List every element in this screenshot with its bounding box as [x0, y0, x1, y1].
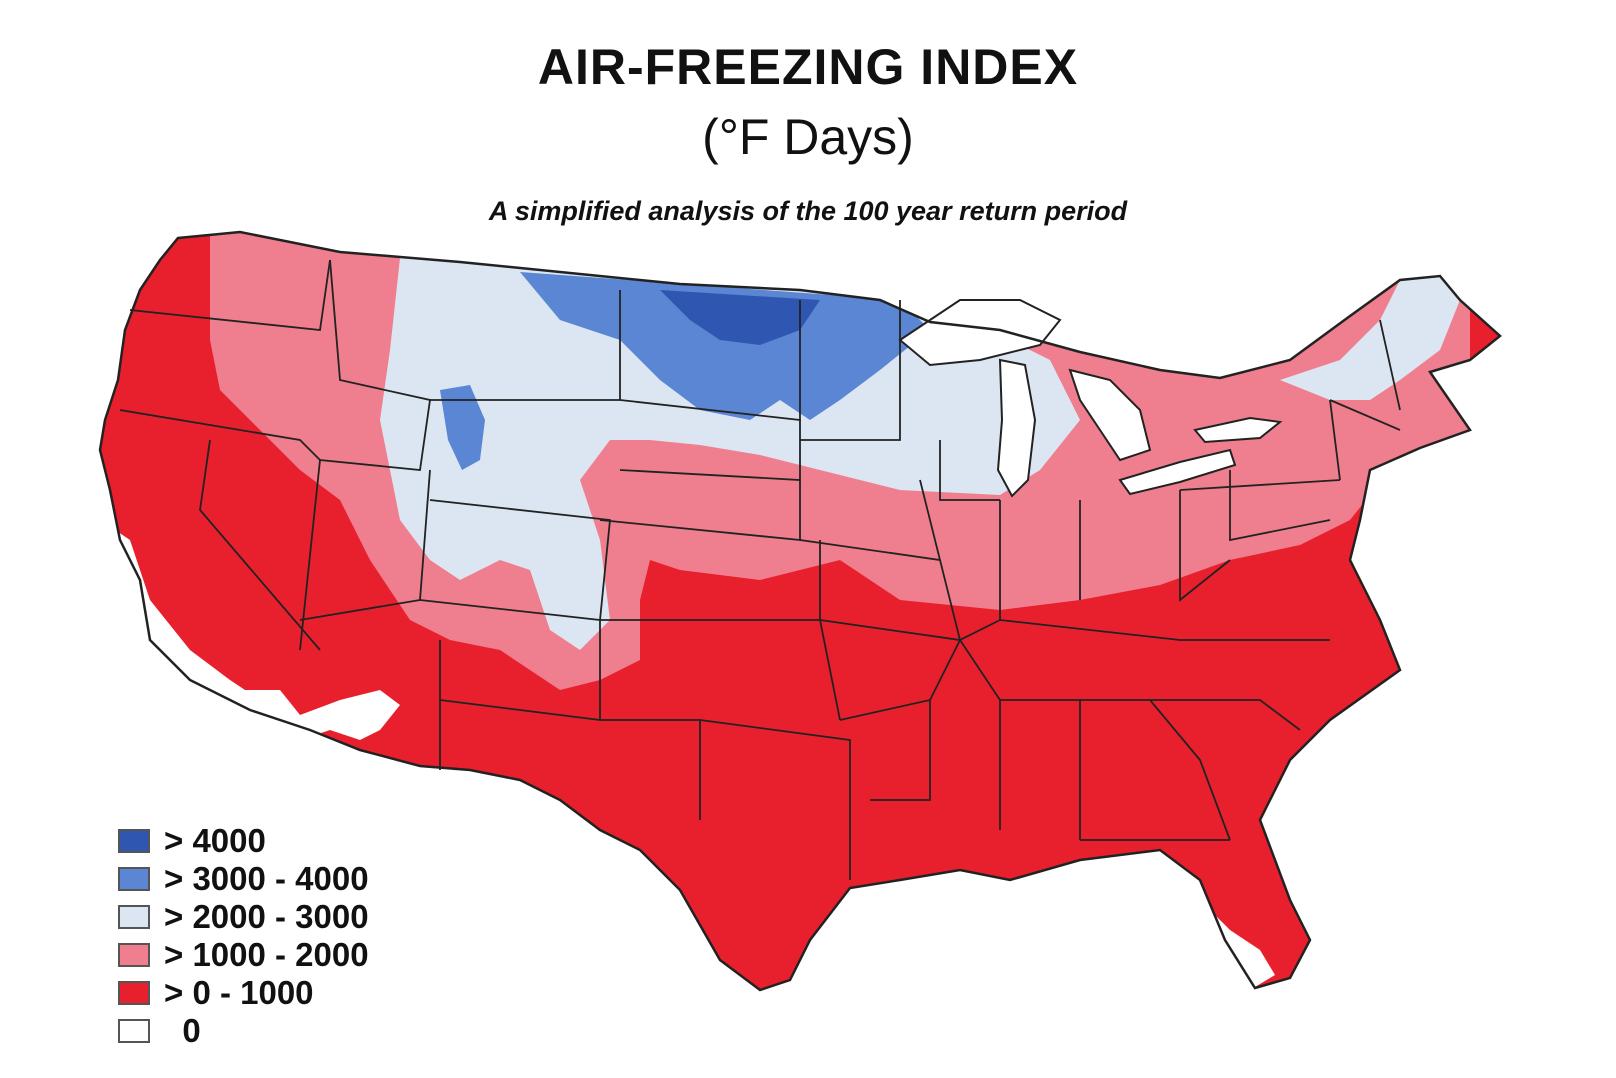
lake-huron [1068, 368, 1152, 462]
lake-michigan [996, 358, 1037, 498]
legend-label: > 2000 - 3000 [164, 898, 369, 935]
great-lakes [898, 299, 1283, 498]
legend-swatch [118, 943, 150, 967]
legend-label: > 4000 [164, 822, 266, 859]
legend-item: > 4000 [118, 822, 369, 860]
map-caption: A simplified analysis of the 100 year re… [488, 196, 1128, 226]
lake-erie [1118, 448, 1237, 496]
legend: > 4000 > 3000 - 4000 > 2000 - 3000 > 100… [118, 822, 369, 1050]
map-title: AIR-FREEZING INDEX [537, 39, 1079, 95]
legend-item: > 3000 - 4000 [118, 860, 369, 898]
legend-swatch [118, 1019, 150, 1043]
legend-swatch [118, 829, 150, 853]
legend-swatch [118, 905, 150, 929]
zone-4000-plus-area [660, 290, 820, 345]
legend-item: 0 [118, 1012, 369, 1050]
legend-label: > 1000 - 2000 [164, 936, 369, 973]
legend-label: > 3000 - 4000 [164, 860, 369, 897]
lake-ontario [1193, 416, 1283, 444]
state-borders [119, 259, 1401, 880]
lake-superior [898, 299, 1062, 367]
legend-item: > 0 - 1000 [118, 974, 369, 1012]
map-units: (°F Days) [702, 109, 914, 165]
legend-swatch [118, 867, 150, 891]
zone-2000-3000-area [380, 258, 1080, 650]
legend-item: > 1000 - 2000 [118, 936, 369, 974]
zone-3000-4000-west [440, 385, 485, 470]
legend-label: 0 [164, 1012, 201, 1049]
legend-swatch [118, 981, 150, 1005]
legend-item: > 2000 - 3000 [118, 898, 369, 936]
legend-label: > 0 - 1000 [164, 974, 314, 1011]
zone-3000-4000-area [520, 272, 930, 420]
zone-2000-3000-northeast [1280, 276, 1460, 400]
us-outline [98, 230, 1502, 992]
